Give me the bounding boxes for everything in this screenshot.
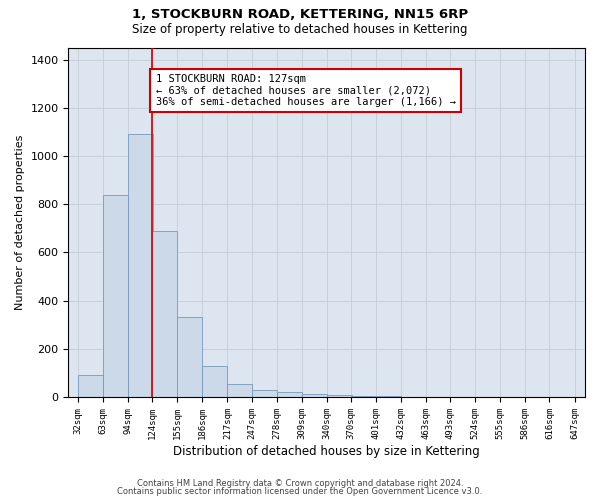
Bar	[327, 395, 352, 397]
Bar	[351, 396, 376, 397]
Bar	[227, 384, 253, 397]
Text: 1, STOCKBURN ROAD, KETTERING, NN15 6RP: 1, STOCKBURN ROAD, KETTERING, NN15 6RP	[132, 8, 468, 20]
Text: 1 STOCKBURN ROAD: 127sqm
← 63% of detached houses are smaller (2,072)
36% of sem: 1 STOCKBURN ROAD: 127sqm ← 63% of detach…	[155, 74, 455, 107]
Text: Contains HM Land Registry data © Crown copyright and database right 2024.: Contains HM Land Registry data © Crown c…	[137, 478, 463, 488]
X-axis label: Distribution of detached houses by size in Kettering: Distribution of detached houses by size …	[173, 444, 480, 458]
Text: Size of property relative to detached houses in Kettering: Size of property relative to detached ho…	[132, 22, 468, 36]
Bar	[78, 376, 103, 397]
Bar	[152, 230, 178, 397]
Bar	[277, 392, 302, 397]
Y-axis label: Number of detached properties: Number of detached properties	[15, 134, 25, 310]
Bar	[178, 318, 202, 397]
Bar	[202, 366, 227, 397]
Bar	[302, 394, 327, 397]
Text: Contains public sector information licensed under the Open Government Licence v3: Contains public sector information licen…	[118, 487, 482, 496]
Bar	[103, 194, 128, 397]
Bar	[251, 390, 277, 397]
Bar	[128, 134, 153, 397]
